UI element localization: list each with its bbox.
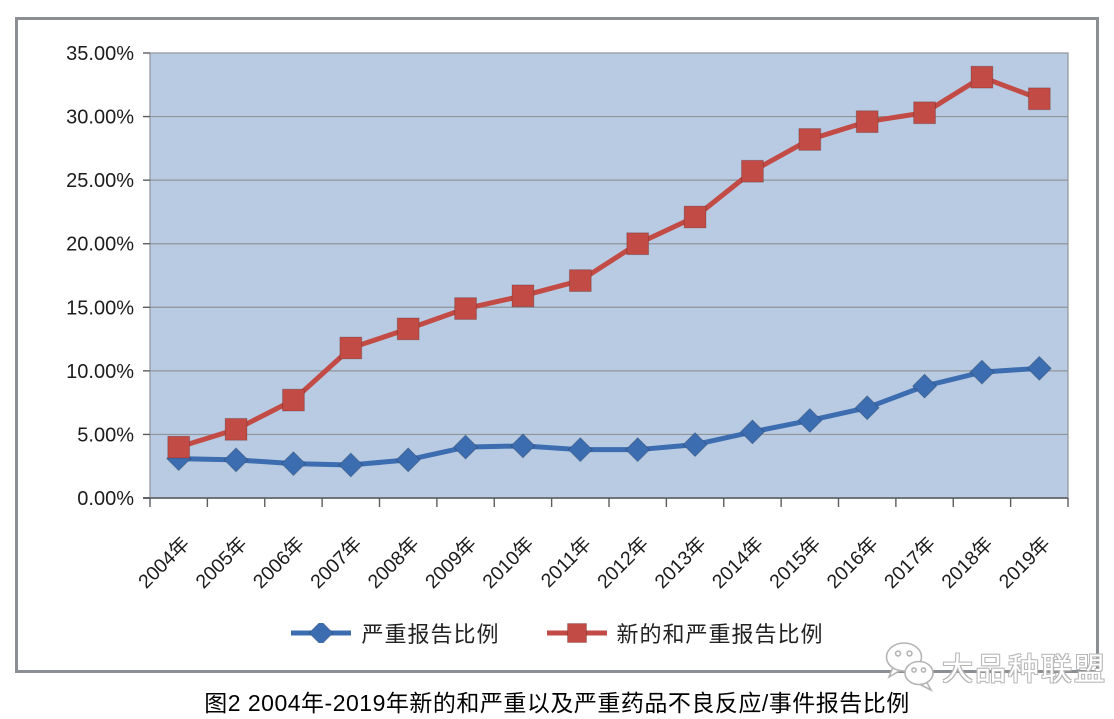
data-point-square [282,388,305,412]
data-point-square [566,623,587,643]
data-point-diamond [308,623,335,643]
watermark-text: 大品种联盟 [942,651,1107,687]
data-point-diamond [624,436,651,463]
watermark: 大品种联盟 [882,640,1107,692]
data-point-diamond [395,447,421,473]
x-category-label: 2009年 [421,533,481,593]
data-point-diamond [797,407,823,434]
chart-legend: 严重报告比例 新的和严重报告比例 [18,617,1096,649]
x-category-label: 2011年 [537,533,596,592]
x-category-label: 2005年 [192,533,252,593]
data-point-diamond [223,447,249,473]
x-category-label: 2015年 [765,533,825,593]
data-point-diamond [510,433,536,459]
data-point-square [1027,87,1051,111]
y-tick-label: 35.00% [66,43,134,65]
legend-swatch-diamond [291,623,352,643]
x-category-label: 2004年 [134,533,194,593]
legend-label-serious: 严重报告比例 [361,622,500,647]
x-category-label: 2018年 [937,533,997,593]
data-point-diamond [338,452,364,478]
data-point-diamond [452,434,479,460]
data-point-square [626,232,650,256]
series-1 [167,65,1051,459]
series-line-1 [176,74,1042,450]
x-category-label: 2013年 [651,533,711,593]
plot-area [150,53,1068,498]
x-category-label: 2010年 [478,533,538,593]
chart-frame: 0.00% 5.00% 10.00% 15.00% 20.00% 25.00% 30.00%… [15,17,1099,673]
data-point-square [454,297,477,320]
data-point-diamond [280,450,307,477]
data-point-square [511,284,535,308]
legend-item-serious: 严重报告比例 [290,617,499,649]
data-point-square [167,435,191,459]
x-category-label: 2014年 [708,533,768,593]
chart-svg: 0.00% 5.00% 10.00% 15.00% 20.00% 25.00% 30.00%… [66,43,1069,593]
data-point-square [568,269,592,293]
x-category-label: 2019年 [995,533,1055,593]
figure-caption: 图2 2004年-2019年新的和严重以及严重药品不良反应/事件报告比例 [204,690,910,716]
data-point-diamond [911,373,938,399]
x-category-label: 2006年 [249,533,309,593]
y-tick-label: 5.00% [77,424,134,446]
data-point-square [683,205,707,229]
data-point-square [339,336,363,360]
data-point-diamond [739,419,766,445]
data-point-square [396,317,420,341]
y-tick-label: 20.00% [66,234,134,256]
data-point-square [970,65,994,89]
data-point-square [798,128,822,151]
y-tick-label: 0.00% [77,488,134,510]
x-category-label: 2008年 [364,533,424,593]
x-category-label: 2016年 [823,533,883,593]
y-tick-label: 10.00% [66,361,134,383]
data-point-diamond [1026,355,1053,382]
x-category-label: 2012年 [593,533,653,593]
data-point-diamond [854,395,880,421]
data-point-square [855,110,879,134]
data-point-square [913,101,936,125]
data-point-diamond [567,436,594,463]
data-point-diamond [682,431,708,458]
legend-swatch-square [546,623,607,643]
x-category-label: 2017年 [880,533,940,593]
y-tick-label: 15.00% [66,297,134,319]
x-category-label: 2007年 [306,533,366,593]
data-point-diamond [969,359,995,385]
data-point-square [741,159,764,183]
y-tick-label: 25.00% [66,170,134,192]
legend-item-new-and-serious: 新的和严重报告比例 [546,617,824,649]
legend-label-new-and-serious: 新的和严重报告比例 [616,622,824,647]
wechat-icon [885,642,934,692]
data-point-square [224,417,248,441]
y-tick-label: 30.00% [66,107,134,129]
series-line-0 [176,365,1042,468]
